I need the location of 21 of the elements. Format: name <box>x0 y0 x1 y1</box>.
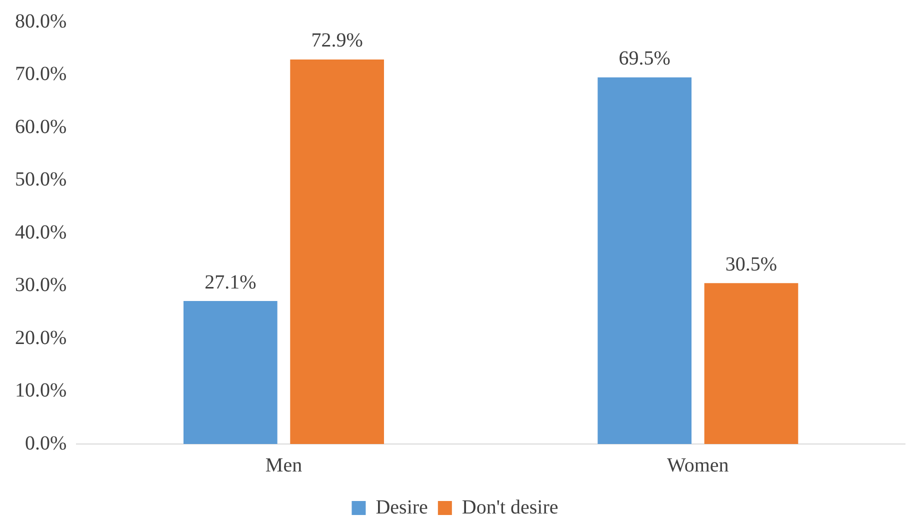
y-tick-label: 70.0% <box>14 63 67 85</box>
y-tick-label: 30.0% <box>14 274 67 296</box>
data-label: 30.5% <box>725 253 778 276</box>
y-tick-label: 50.0% <box>14 168 67 190</box>
y-tick-label: 60.0% <box>14 116 67 138</box>
y-tick-label: 10.0% <box>14 380 67 402</box>
data-label: 69.5% <box>618 48 670 70</box>
y-tick-label: 20.0% <box>14 326 67 349</box>
legend-label: Desire <box>376 496 428 518</box>
data-label: 72.9% <box>311 30 363 52</box>
data-label: 27.1% <box>204 271 256 294</box>
bar <box>704 283 798 444</box>
x-tick-label: Men <box>265 454 302 476</box>
y-tick-label: 80.0% <box>14 10 67 32</box>
y-tick-label: 0.0% <box>24 432 67 454</box>
legend-label: Don't desire <box>462 496 558 518</box>
bar <box>183 301 278 444</box>
bar <box>598 77 692 444</box>
x-tick-label: Women <box>667 454 729 476</box>
y-tick-label: 40.0% <box>14 221 67 244</box>
bar <box>290 59 384 444</box>
